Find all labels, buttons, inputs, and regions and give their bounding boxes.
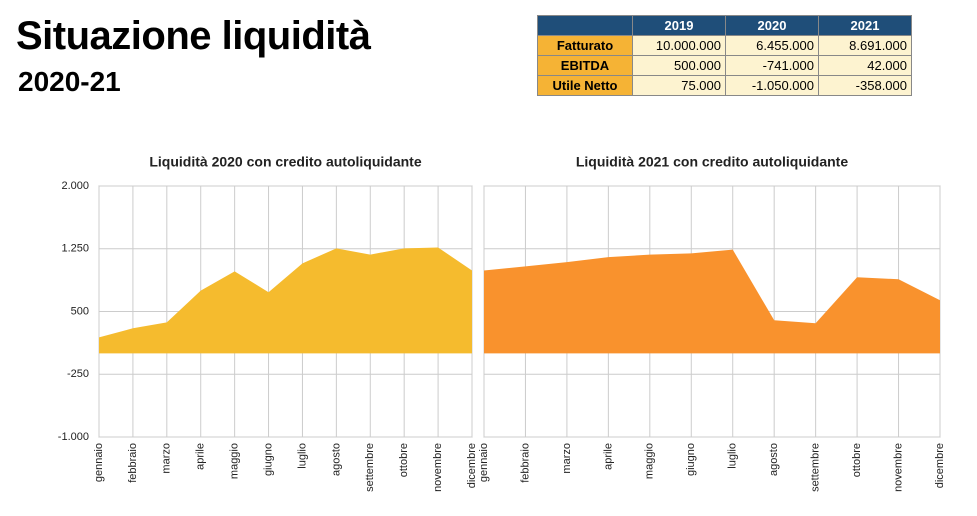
y-tick-label: 500 [71,305,89,317]
area [484,249,940,354]
header-row: 2019 2020 2021 [537,15,912,36]
x-tick-label: febbraio [519,443,531,483]
x-tick-label: luglio [727,443,739,469]
x-tick-label: aprile [602,443,614,470]
cell: 10.000.000 [632,35,726,56]
x-tick-label: giugno [262,443,274,476]
y-tick-label: 1.250 [61,243,89,255]
cell: -1.050.000 [725,75,819,96]
column-header: 2019 [632,15,726,36]
page-subtitle: 2020-21 [18,66,121,97]
cell: -358.000 [818,75,912,96]
cell: 8.691.000 [818,35,912,56]
y-tick-label: -250 [67,368,89,380]
area [99,247,472,354]
y-tick-label: 2.000 [61,180,89,192]
x-tick-label: agosto [330,443,342,476]
row-label: EBITDA [537,55,633,76]
summary-table: 2019 2020 2021 Fatturato 10.000.000 6.455.… [537,15,912,96]
x-tick-label: maggio [229,443,241,479]
x-tick-label: ottobre [851,443,863,477]
x-tick-label: giugno [685,443,697,476]
x-tick-label: novembre [892,443,904,492]
x-tick-label: maggio [644,443,656,479]
x-tick-label: agosto [768,443,780,476]
row-label: Fatturato [537,35,633,56]
x-tick-label: settembre [810,443,822,492]
table-body: Fatturato 10.000.000 6.455.000 8.691.000 EBI… [537,35,912,96]
cell: 42.000 [818,55,912,76]
row-label: Utile Netto [537,75,633,96]
x-tick-label: luglio [296,443,308,469]
column-header: 2020 [725,15,819,36]
x-tick-label: gennaio [93,443,105,482]
x-tick-label: gennaio [478,443,490,482]
x-tick-label: settembre [364,443,376,492]
x-tick-label: dicembre [934,443,946,488]
y-tick-label: -1.000 [58,431,89,443]
page-title: Situazione liquidità [16,14,371,58]
chart-title: Liquidità 2020 con credito autoliquidant… [149,154,421,170]
x-tick-label: marzo [561,443,573,474]
column-header: 2021 [818,15,912,36]
x-tick-label: ottobre [398,443,410,477]
x-tick-label: dicembre [466,443,478,488]
cell: 75.000 [632,75,726,96]
x-tick-label: febbraio [127,443,139,483]
x-tick-label: novembre [432,443,444,492]
table-row: Utile Netto 75.000 -1.050.000 -358.000 [537,75,912,96]
x-tick-label: marzo [161,443,173,474]
chart-title: Liquidità 2021 con credito autoliquidant… [576,154,848,170]
x-tick-label: aprile [195,443,207,470]
